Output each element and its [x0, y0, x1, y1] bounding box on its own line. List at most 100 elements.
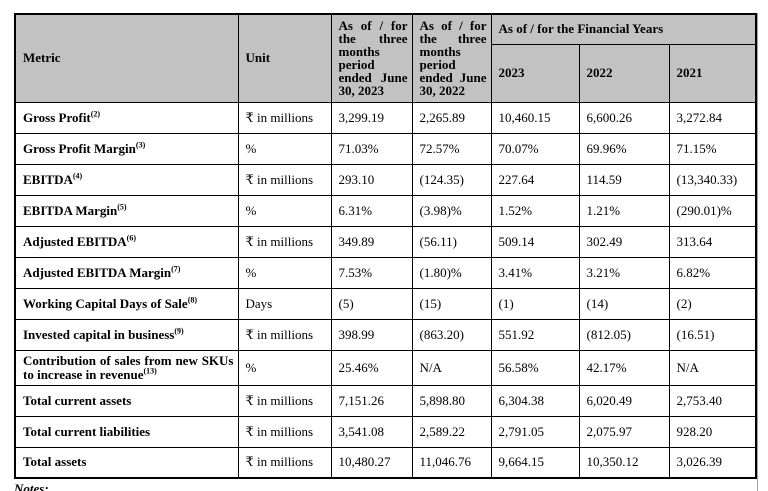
value-fy2022: 10,350.12: [578, 446, 670, 479]
value-fy2022: 1.21%: [578, 194, 670, 227]
unit-cell: ₹ in millions: [237, 101, 332, 134]
table-row: Total current liabilities ₹ in millions …: [14, 415, 757, 448]
metric-footnote-ref: (13): [143, 366, 157, 376]
header-financial-years-group: As of / for the Financial Years: [490, 13, 757, 45]
value-q2022: 2,589.22: [411, 415, 492, 448]
unit-cell: ₹ in millions: [237, 446, 332, 479]
table-row: EBITDA(4) ₹ in millions 293.10 (124.35) …: [14, 163, 757, 196]
value-q2022: (15): [411, 287, 492, 320]
header-period-q2022: As of / for the three months period ende…: [411, 13, 492, 103]
value-q2023: 398.99: [330, 318, 413, 351]
value-fy2023: 9,664.15: [490, 446, 580, 479]
value-q2022: (3.98)%: [411, 194, 492, 227]
metric-label: Working Capital Days of Sale: [23, 295, 188, 311]
value-q2023: 71.03%: [330, 132, 413, 165]
metric-cell: Adjusted EBITDA(6): [14, 225, 239, 258]
metric-label: Adjusted EBITDA Margin: [23, 264, 172, 280]
value-fy2023: 3.41%: [490, 256, 580, 289]
table-row: Working Capital Days of Sale(8) Days (5)…: [14, 287, 757, 320]
metric-cell: Total current liabilities: [14, 415, 239, 448]
document-page: Metric Unit As of / for the three months…: [14, 13, 758, 491]
value-q2023: 3,299.19: [330, 101, 413, 134]
unit-cell: ₹ in millions: [237, 163, 332, 196]
metric-label: Total current liabilities: [23, 423, 151, 439]
value-q2022: 11,046.76: [411, 446, 492, 479]
metric-label: Gross Profit: [23, 109, 91, 125]
value-fy2022: 6,020.49: [578, 384, 670, 417]
metric-cell: Gross Profit Margin(3): [14, 132, 239, 165]
value-fy2023: 509.14: [490, 225, 580, 258]
value-fy2022: 42.17%: [578, 349, 670, 386]
value-q2023: 7.53%: [330, 256, 413, 289]
table-row: Contribution of sales from new SKUs to i…: [14, 349, 757, 386]
metric-cell: Contribution of sales from new SKUs to i…: [14, 349, 239, 386]
value-fy2021: (2): [668, 287, 757, 320]
metric-cell: EBITDA(4): [14, 163, 239, 196]
value-fy2021: (290.01)%: [668, 194, 757, 227]
table-row: Total current assets ₹ in millions 7,151…: [14, 384, 757, 417]
value-q2023: 3,541.08: [330, 415, 413, 448]
metric-footnote-ref: (6): [126, 233, 136, 243]
header-unit: Unit: [237, 13, 332, 103]
metric-footnote-ref: (9): [174, 326, 184, 336]
page-edge-line: [757, 13, 758, 491]
unit-cell: Days: [237, 287, 332, 320]
metric-footnote-ref: (8): [187, 295, 198, 305]
value-q2023: (5): [330, 287, 413, 320]
metric-label: EBITDA: [23, 171, 73, 187]
table-row: Gross Profit(2) ₹ in millions 3,299.19 2…: [14, 101, 757, 134]
value-fy2023: 2,791.05: [490, 415, 580, 448]
metric-cell: Adjusted EBITDA Margin(7): [14, 256, 239, 289]
table-body: Gross Profit(2) ₹ in millions 3,299.19 2…: [14, 101, 757, 479]
header-period-q2023: As of / for the three months period ende…: [330, 13, 413, 103]
table-row: Adjusted EBITDA Margin(7) % 7.53% (1.80)…: [14, 256, 757, 289]
table-row: Adjusted EBITDA(6) ₹ in millions 349.89 …: [14, 225, 757, 258]
header-year-2021: 2021: [668, 43, 757, 103]
value-fy2021: 928.20: [668, 415, 757, 448]
metric-footnote-ref: (7): [171, 264, 181, 274]
value-fy2023: 10,460.15: [490, 101, 580, 134]
header-year-2022: 2022: [578, 43, 670, 103]
metric-cell: Working Capital Days of Sale(8): [14, 287, 239, 320]
value-fy2022: 114.59: [578, 163, 670, 196]
value-fy2023: 70.07%: [490, 132, 580, 165]
value-q2023: 25.46%: [330, 349, 413, 386]
metric-footnote-ref: (4): [72, 171, 83, 181]
value-fy2021: (16.51): [668, 318, 757, 351]
unit-cell: %: [237, 256, 332, 289]
value-fy2021: 2,753.40: [668, 384, 757, 417]
metric-label: Adjusted EBITDA: [23, 233, 127, 249]
value-fy2022: (812.05): [578, 318, 670, 351]
value-fy2021: 313.64: [668, 225, 757, 258]
metric-footnote-ref: (5): [117, 202, 127, 212]
value-fy2022: 302.49: [578, 225, 670, 258]
value-fy2021: 3,272.84: [668, 101, 757, 134]
value-q2022: 72.57%: [411, 132, 492, 165]
value-fy2023: 551.92: [490, 318, 580, 351]
value-q2022: (56.11): [411, 225, 492, 258]
metric-cell: Gross Profit(2): [14, 101, 239, 134]
unit-cell: %: [237, 349, 332, 386]
unit-cell: ₹ in millions: [237, 318, 332, 351]
metric-label: Total current assets: [23, 392, 132, 408]
metric-cell: Total current assets: [14, 384, 239, 417]
value-q2022: 2,265.89: [411, 101, 492, 134]
value-fy2021: 6.82%: [668, 256, 757, 289]
value-fy2022: 6,600.26: [578, 101, 670, 134]
value-q2022: 5,898.80: [411, 384, 492, 417]
unit-cell: %: [237, 132, 332, 165]
table-row: Gross Profit Margin(3) % 71.03% 72.57% 7…: [14, 132, 757, 165]
metric-footnote-ref: (3): [135, 140, 146, 150]
unit-cell: ₹ in millions: [237, 415, 332, 448]
metric-cell: Invested capital in business(9): [14, 318, 239, 351]
metric-label: EBITDA Margin: [23, 202, 118, 218]
header-metric: Metric: [14, 13, 239, 103]
value-fy2022: 3.21%: [578, 256, 670, 289]
value-fy2022: 2,075.97: [578, 415, 670, 448]
value-fy2023: 6,304.38: [490, 384, 580, 417]
value-fy2021: 3,026.39: [668, 446, 757, 479]
value-q2023: 6.31%: [330, 194, 413, 227]
table-row: Invested capital in business(9) ₹ in mil…: [14, 318, 757, 351]
unit-cell: ₹ in millions: [237, 225, 332, 258]
table-row: Total assets ₹ in millions 10,480.27 11,…: [14, 446, 757, 479]
